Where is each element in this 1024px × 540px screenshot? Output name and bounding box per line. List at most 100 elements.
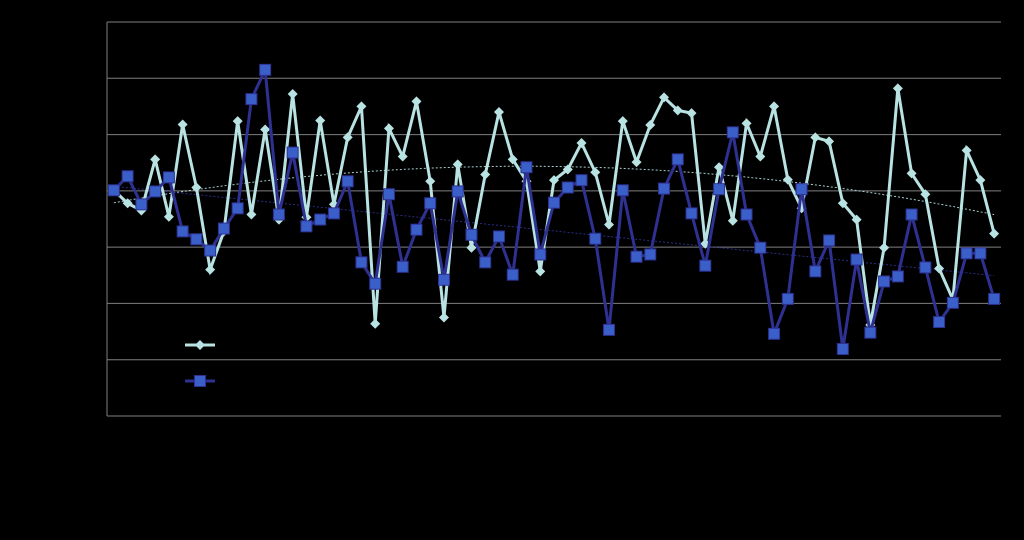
data-point [246,209,257,220]
data-point [396,260,409,273]
data-point [617,116,628,127]
data-point [713,183,726,196]
data-point [506,268,519,281]
data-point [493,107,504,118]
data-point [382,188,395,201]
data-point [341,175,354,188]
data-point [260,124,271,135]
data-point [754,241,767,254]
data-point [809,265,822,278]
data-point [879,242,890,253]
data-point [988,292,1001,305]
data-point [741,118,752,129]
data-point [162,171,175,184]
data-point [782,174,793,185]
data-point [231,202,244,215]
data-point [205,264,216,275]
data-point [575,174,588,187]
data-point [672,105,683,116]
data-point [121,170,134,183]
data-point [232,116,243,127]
data-point [561,181,574,194]
data-point [961,145,972,156]
data-point [424,197,437,210]
data-point [768,327,781,340]
data-point [836,343,849,356]
data-point [946,296,959,309]
data-point [671,153,684,166]
data-point [355,256,368,269]
data-point [850,253,863,266]
data-point [549,175,559,186]
data-point [699,259,712,272]
data-point [919,261,932,274]
data-point [410,223,423,236]
data-point [631,157,642,168]
data-point [781,292,794,305]
data-point [686,108,697,119]
data-point [356,101,367,112]
data-point [726,126,739,139]
data-point [466,242,477,253]
data-point [616,184,629,197]
data-point [287,89,298,100]
data-point [604,219,615,230]
trendline [113,165,995,216]
data-point [548,196,560,209]
data-point [644,248,657,261]
data-point [892,83,903,94]
data-point [851,214,862,225]
data-point [590,167,601,178]
data-point [300,220,313,233]
data-point [975,175,986,186]
data-point [974,247,987,260]
data-point [245,93,258,106]
data-point [755,151,766,162]
data-point [878,275,891,288]
data-point [810,132,821,143]
data-point [659,92,670,103]
data-point [370,318,381,329]
data-point [727,215,738,226]
data-point [286,146,299,159]
data-point [769,101,780,112]
data-point [507,154,518,165]
data-point [864,326,877,339]
data-point [492,230,505,243]
data-point [369,277,382,290]
data-point [191,182,202,193]
data-point [906,168,917,179]
data-point [891,270,904,283]
data-point [135,198,148,211]
data-point [452,159,463,170]
data-point [315,115,326,126]
data-point [176,225,189,238]
data-point [714,162,725,173]
data-point [383,123,394,134]
data-point [425,176,436,187]
data-point [740,208,753,221]
data-point [824,136,835,147]
data-point [327,207,340,220]
data-point [149,185,162,198]
data-point [920,189,931,200]
data-point [562,164,573,175]
data-point [204,244,217,257]
legend-marker [195,340,205,350]
data-point [989,228,1000,239]
data-point [397,151,408,162]
data-point [150,154,161,165]
data-point [259,63,272,76]
data-point [107,184,120,197]
data-point [630,250,643,263]
data-point [837,198,848,209]
data-point [795,183,808,196]
data-point [658,182,671,195]
data-point [465,228,478,241]
data-point [479,256,492,269]
trendline [113,185,995,277]
data-point [217,222,230,235]
data-point [905,208,918,221]
data-point [451,185,464,198]
